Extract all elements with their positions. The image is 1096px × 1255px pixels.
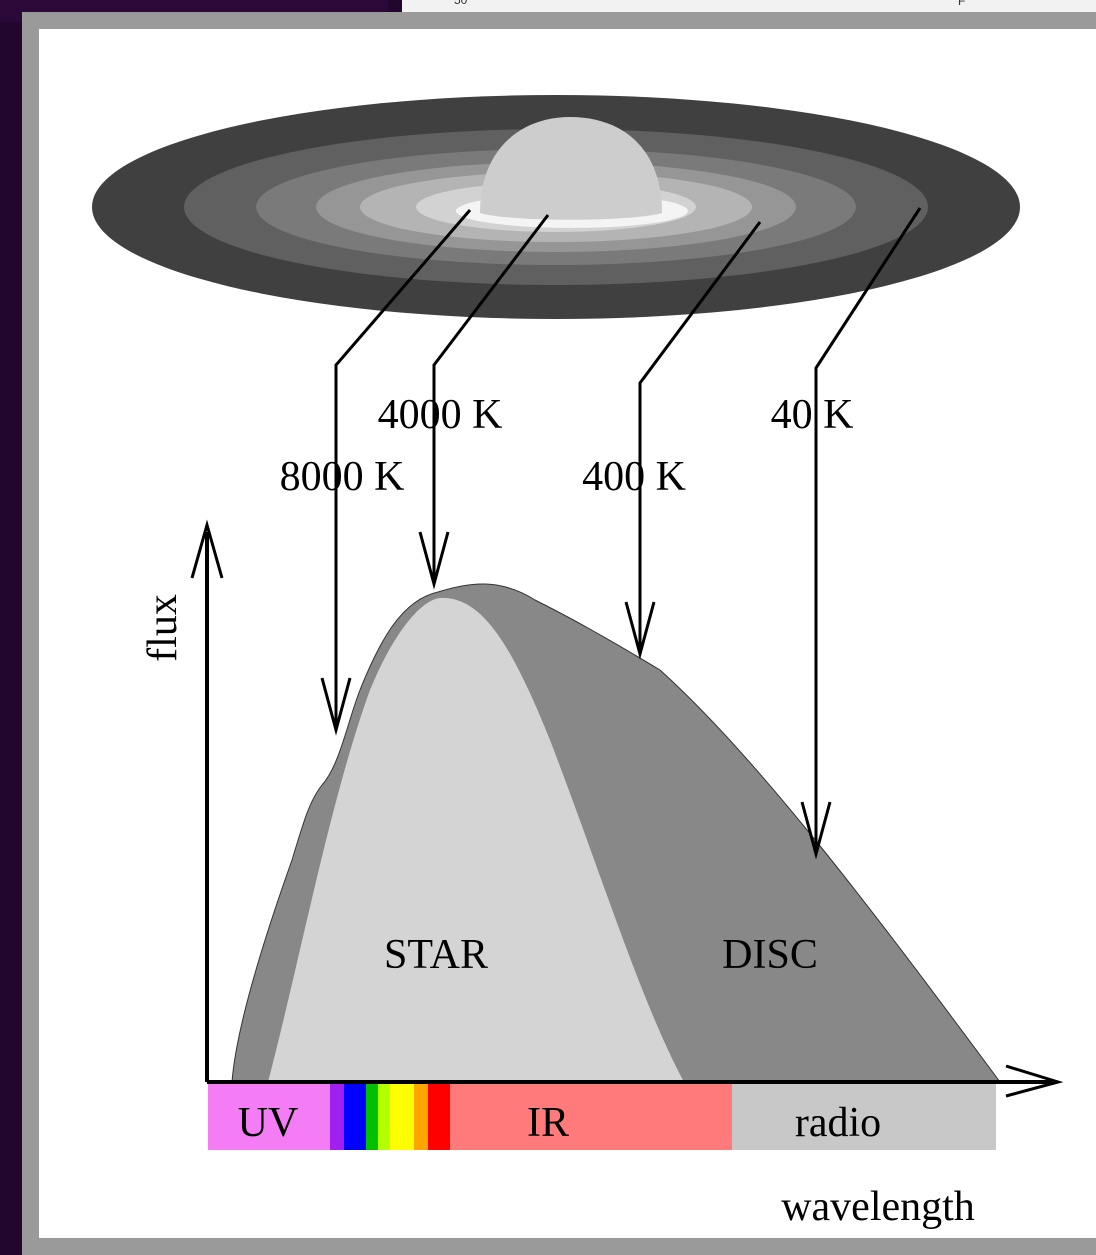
image-canvas: UV IR radio STAR DISC flux wavelength bbox=[39, 29, 1096, 1238]
pointer-400k bbox=[638, 221, 762, 652]
uv-band bbox=[208, 1082, 330, 1150]
pointer-40k bbox=[814, 207, 922, 852]
orange-band bbox=[414, 1082, 428, 1150]
pointer-40k-arrowhead bbox=[800, 801, 832, 860]
x-axis-arrowhead bbox=[1005, 1064, 1064, 1098]
background-fragment-right: F bbox=[958, 0, 966, 8]
radio-band bbox=[732, 1082, 996, 1150]
image-viewer-frame: UV IR radio STAR DISC flux wavelength bbox=[22, 12, 1096, 1255]
violet-band bbox=[330, 1082, 344, 1150]
pointer-4000k-arrowhead bbox=[418, 531, 450, 590]
temp-label-8000k: 8000 K bbox=[280, 454, 405, 500]
background-window: 50 F bbox=[402, 0, 1096, 14]
pointer-400k-arrowhead bbox=[624, 601, 656, 660]
flux-axis-label: flux bbox=[140, 594, 186, 662]
ir-band-label: IR bbox=[527, 1100, 569, 1146]
sed-axes: flux wavelength bbox=[140, 519, 1064, 1230]
star-component-label: STAR bbox=[384, 932, 488, 978]
star-dome bbox=[480, 117, 662, 220]
yellow-band bbox=[390, 1082, 414, 1150]
red-band bbox=[428, 1082, 450, 1150]
blue-band bbox=[344, 1082, 366, 1150]
temperature-labels: 8000 K 4000 K 400 K 40 K bbox=[280, 392, 854, 500]
temperature-pointers bbox=[320, 207, 922, 860]
sed-curves: STAR DISC bbox=[231, 583, 1001, 1083]
ir-band bbox=[450, 1082, 732, 1150]
desktop-background bbox=[0, 0, 22, 1255]
radio-band-label: radio bbox=[795, 1100, 881, 1146]
star-component bbox=[268, 597, 684, 1082]
uv-band-label: UV bbox=[238, 1100, 299, 1146]
pointer-8000k-arrowhead bbox=[320, 677, 352, 736]
temp-label-400k: 400 K bbox=[582, 454, 686, 500]
temp-label-4000k: 4000 K bbox=[378, 392, 503, 438]
disc-sed-diagram: UV IR radio STAR DISC flux wavelength bbox=[92, 95, 1064, 1230]
spectrum-bar: UV IR radio bbox=[208, 1082, 996, 1150]
temp-label-40k: 40 K bbox=[771, 392, 854, 438]
wavelength-axis-label: wavelength bbox=[781, 1184, 975, 1230]
pointer-8000k bbox=[334, 209, 472, 728]
circumstellar-disc bbox=[92, 95, 1020, 319]
pointer-4000k bbox=[432, 214, 550, 582]
disc-component-label: DISC bbox=[722, 932, 818, 978]
y-axis-arrowhead bbox=[190, 519, 224, 579]
lime-band bbox=[378, 1082, 390, 1150]
green-band bbox=[366, 1082, 378, 1150]
background-fragment-left: 50 bbox=[454, 0, 468, 7]
